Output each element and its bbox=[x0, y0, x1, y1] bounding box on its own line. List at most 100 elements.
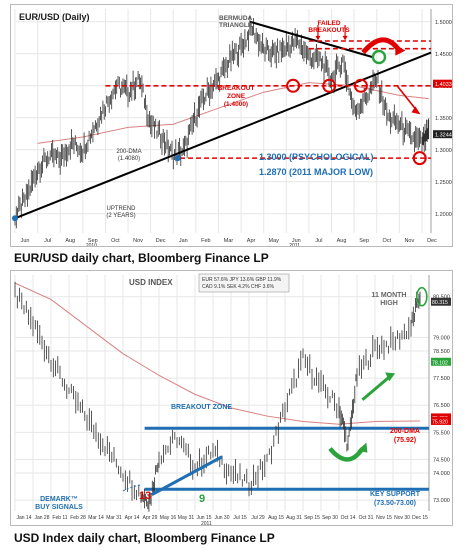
x-tick-label: Jan 14 bbox=[16, 515, 31, 521]
x-tick-label: Apr 29 bbox=[143, 515, 158, 521]
x-tick-label: Jun 30 bbox=[214, 515, 229, 521]
x-tick-label: Jul 15 bbox=[233, 515, 247, 521]
x-tick-label: Feb 11 bbox=[52, 515, 67, 521]
rejection-arrowhead bbox=[395, 44, 406, 56]
x-tick-label: Nov bbox=[133, 238, 143, 244]
x-tick-label: Oct 14 bbox=[341, 515, 356, 521]
x-tick-label: May 31 bbox=[178, 515, 195, 521]
price-tag: 75.920 bbox=[432, 419, 448, 425]
x-tick-label: Nov 15 bbox=[376, 515, 392, 521]
x-tick-label: Oct 31 bbox=[359, 515, 374, 521]
price-tag-bg bbox=[431, 297, 451, 306]
x-tick-label: Jun 15 bbox=[196, 515, 211, 521]
bermuda-triangle-label: BERMUDA TRIANGLE bbox=[219, 15, 253, 29]
weights-box bbox=[198, 273, 290, 293]
uptrend-label: UPTREND (2 YEARS) bbox=[106, 206, 136, 219]
x-tick-label: Mar 31 bbox=[106, 515, 122, 521]
price-tag-bottom-bg bbox=[433, 130, 452, 139]
price-tag-bg bbox=[431, 416, 451, 425]
demark-count-9: 9 bbox=[199, 493, 205, 505]
eurusd-caption: EUR/USD daily chart, Bloomberg Finance L… bbox=[14, 251, 269, 265]
breakout-zone-label: BREAKOUT ZONE (1.4000) bbox=[218, 85, 255, 108]
eurusd-price-bars bbox=[14, 16, 430, 229]
weights-line-2: CAD 9.1% SEK 4.2% CHF 3.6% bbox=[202, 284, 275, 290]
x-tick-label: Jul 29 bbox=[251, 515, 265, 521]
dma-label: 200-DMA (75.92) bbox=[390, 428, 420, 444]
dma-label: 200-DMA (1.4080) bbox=[116, 149, 141, 162]
x-tick-label: Dec bbox=[156, 238, 166, 244]
x-tick-label: Oct bbox=[111, 238, 120, 244]
x-tick-label: May bbox=[269, 238, 280, 244]
retest-circle bbox=[322, 78, 337, 93]
psychological-level-label: 1.3000 (PSYCHOLOGICAL) bbox=[259, 152, 374, 162]
y-tick-label: 75.500 bbox=[433, 430, 450, 436]
major-low-label: 1.2870 (2011 MAJOR LOW) bbox=[259, 167, 373, 177]
demark-label: DEMARK™ BUY SIGNALS bbox=[35, 496, 83, 511]
uptrend-origin-dot bbox=[12, 215, 18, 222]
y-tick-label: 1.2500 bbox=[435, 180, 452, 186]
failed-breakout-arrowhead bbox=[315, 35, 321, 41]
eurusd-chart: Jun Jul Aug Sep Oct Nov Dec Jan Feb Mar Apr May Jun J… bbox=[12, 9, 452, 247]
x-year-label: 2011 bbox=[201, 521, 212, 526]
x-tick-label: Apr 14 bbox=[125, 515, 140, 521]
rally-arrow bbox=[361, 374, 393, 401]
x-tick-label: Dec 15 bbox=[412, 515, 428, 521]
x-tick-label: Jul bbox=[44, 238, 51, 244]
usd-index-title: USD INDEX bbox=[129, 278, 173, 287]
dma-200-line bbox=[37, 82, 429, 144]
x-tick-label: Jul bbox=[315, 238, 322, 244]
eleven-month-high-circle bbox=[415, 286, 428, 307]
x-tick-label: Sep bbox=[88, 238, 98, 244]
usd-index-price-bars bbox=[14, 281, 421, 512]
x-tick-label: Nov bbox=[404, 238, 414, 244]
failed-breakouts-label: FAILED BREAKOUTS bbox=[308, 20, 350, 34]
y-tick-label: 1.3500 bbox=[435, 116, 452, 122]
price-tag-top: 1.4033 bbox=[435, 82, 452, 88]
weights-line-1: EUR 57.6% JPY 13.6% GBP 11.9% bbox=[202, 277, 282, 283]
rebound-arrow bbox=[328, 447, 365, 462]
eurusd-title: EUR/USD (Daily) bbox=[19, 12, 90, 22]
x-tick-label: Nov 30 bbox=[394, 515, 410, 521]
y-tick-label: 74.000 bbox=[433, 471, 450, 477]
x-tick-label: Mar bbox=[224, 238, 234, 244]
decline-arrow bbox=[396, 85, 419, 112]
usd-index-chart-panel: Jan 14 Jan 28 Feb 11 Feb 28 Mar 14 Mar 31 Apr … bbox=[10, 270, 453, 526]
uptrend-trendline bbox=[14, 51, 432, 220]
y-tick-label: 76.500 bbox=[433, 403, 450, 409]
x-tick-label: Aug bbox=[65, 238, 75, 244]
demark-trendline bbox=[151, 455, 223, 497]
x-tick-label: Mar 14 bbox=[88, 515, 104, 521]
price-tag: 78.102 bbox=[432, 360, 448, 366]
x-tick-label: Aug bbox=[337, 238, 347, 244]
x-tick-label: Feb 28 bbox=[70, 515, 86, 521]
demark-pointer bbox=[122, 484, 143, 492]
x-tick-label: Aug 31 bbox=[286, 515, 302, 521]
x-tick-label: Oct bbox=[382, 238, 391, 244]
usd-index-caption: USD Index daily chart, Bloomberg Finance… bbox=[14, 531, 275, 545]
x-year-label: 2010 bbox=[86, 243, 97, 247]
y-tick-label: 1.5000 bbox=[435, 20, 452, 26]
eleven-month-high-label: 11 MONTH HIGH bbox=[371, 292, 406, 307]
y-tick-label: 1.4500 bbox=[435, 52, 452, 58]
y-tick-label: 77.500 bbox=[433, 376, 450, 382]
y-tick-label: 1.2000 bbox=[435, 212, 452, 218]
x-tick-label: Sep 15 bbox=[304, 515, 320, 521]
price-tag-top-bg bbox=[433, 79, 452, 88]
x-tick-label: May 16 bbox=[160, 515, 177, 521]
x-tick-label: Feb bbox=[201, 238, 210, 244]
y-tick-label: 80.500 bbox=[433, 295, 450, 301]
y-tick-label: 74.500 bbox=[433, 457, 450, 463]
low-2011-dot bbox=[174, 155, 181, 162]
usd-index-chart: Jan 14 Jan 28 Feb 11 Feb 28 Mar 14 Mar 31 Apr … bbox=[14, 273, 451, 526]
decline-arrowhead bbox=[411, 106, 421, 115]
x-tick-label: Aug 15 bbox=[268, 515, 284, 521]
x-tick-label: Sep bbox=[359, 238, 369, 244]
price-tag: 80.315 bbox=[432, 300, 448, 306]
x-tick-label: Jun bbox=[292, 238, 301, 244]
x-tick-label: Jun bbox=[21, 238, 30, 244]
y-tick-label: 1.3000 bbox=[435, 148, 452, 154]
price-tag-bottom: 1.3244 bbox=[435, 133, 452, 139]
key-support-label: KEY SUPPORT (73.50-73.00) bbox=[370, 491, 421, 507]
x-tick-label: Jan 28 bbox=[34, 515, 49, 521]
x-tick-label: Dec bbox=[427, 238, 437, 244]
